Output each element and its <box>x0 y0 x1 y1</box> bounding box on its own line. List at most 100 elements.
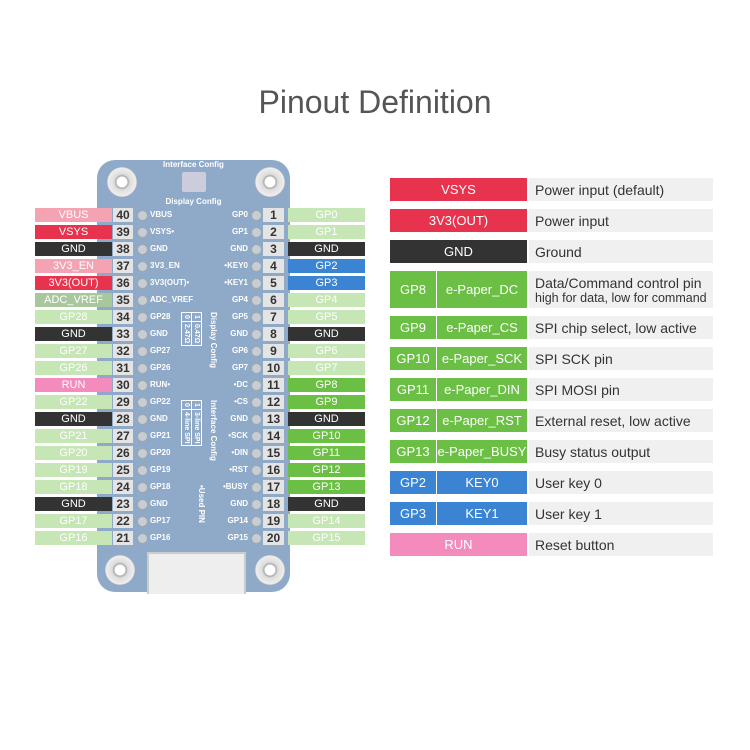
board-silk-label: GP5 <box>231 312 248 321</box>
pin-pad <box>137 499 148 510</box>
pin-number: 20 <box>263 531 284 545</box>
cell: 3-line SPI <box>192 408 201 446</box>
pin-pad <box>251 278 262 289</box>
board-silk-label: GND <box>230 499 248 508</box>
board-silk-label: •RST <box>229 465 248 474</box>
legend-pin: 3V3(OUT) <box>390 209 527 232</box>
board-silk-label: GP6 <box>231 346 248 355</box>
pin-number: 3 <box>263 242 284 256</box>
pin-pad <box>137 380 148 391</box>
pin-number: 8 <box>263 327 284 341</box>
legend-function: e-Paper_SCK <box>437 347 527 370</box>
board-silk-label: 3V3(OUT)• <box>150 278 190 287</box>
board-silk-label: •KEY0 <box>224 261 248 270</box>
board-silk-label: GP27 <box>150 346 171 355</box>
legend-row: GP8 e-Paper_DC Data/Command control pin hig… <box>390 271 713 308</box>
pin-label: GND <box>288 242 365 256</box>
pin-label: GND <box>35 412 112 426</box>
legend-description-cell: Busy status output <box>529 440 713 463</box>
pin-pad <box>137 516 148 527</box>
legend-function: e-Paper_DIN <box>437 378 527 401</box>
pin-pad <box>251 482 262 493</box>
board-silk-label: GP22 <box>150 397 171 406</box>
pin-pad <box>137 312 148 323</box>
board-silk-label: GP28 <box>150 312 171 321</box>
legend-pin: GP2 <box>390 471 436 494</box>
legend-description: SPI MOSI pin <box>535 381 620 398</box>
mounting-hole <box>107 167 137 197</box>
board-silk-label: •BUSY <box>222 482 248 491</box>
pin-pad <box>137 329 148 340</box>
cell: 1 <box>193 403 200 407</box>
pin-label: 3V3(OUT) <box>35 276 112 290</box>
pin-pad <box>137 261 148 272</box>
legend-description: SPI chip select, low active <box>535 319 697 336</box>
cell: 0 <box>183 315 190 319</box>
pin-label: GP2 <box>288 259 365 273</box>
board-silk-label: •KEY1 <box>224 278 248 287</box>
pin-number: 34 <box>113 310 133 324</box>
pin-number: 33 <box>113 327 133 341</box>
pin-pad <box>251 414 262 425</box>
legend-pin: RUN <box>390 533 527 556</box>
pin-number: 38 <box>113 242 133 256</box>
pin-pad <box>251 210 262 221</box>
pin-number: 13 <box>263 412 284 426</box>
interface-config-table: 1 3-line SPI 0 4-line SPI <box>181 400 202 447</box>
pin-label: GND <box>288 412 365 426</box>
board-silk-label: GP1 <box>231 227 248 236</box>
board-silk-label: GP17 <box>150 516 171 525</box>
pin-number: 31 <box>113 361 133 375</box>
board-silk-label: GND <box>150 329 168 338</box>
pin-label: GP13 <box>288 480 365 494</box>
mounting-hole <box>255 555 285 585</box>
legend-description-cell: Power input (default) <box>529 178 713 201</box>
board-silk-label: •SCK <box>228 431 248 440</box>
fpc-connector <box>147 552 246 594</box>
legend-description: User key 1 <box>535 505 602 522</box>
legend-description-cell: Ground <box>529 240 713 263</box>
pin-pad <box>251 346 262 357</box>
config-switch[interactable] <box>182 172 206 192</box>
legend-pin: GP9 <box>390 316 436 339</box>
pin-pad <box>251 312 262 323</box>
legend-row: VSYS Power input (default) <box>390 178 713 201</box>
pin-number: 19 <box>263 514 284 528</box>
legend-pin: GP13 <box>390 440 436 463</box>
pin-label: GP1 <box>288 225 365 239</box>
pin-pad <box>137 448 148 459</box>
pin-number: 21 <box>113 531 133 545</box>
board-silk-label: GP0 <box>231 210 248 219</box>
cell: 2.47Ω <box>182 320 191 345</box>
pin-number: 39 <box>113 225 133 239</box>
pin-pad <box>251 499 262 510</box>
board-silk-label: GP16 <box>150 533 171 542</box>
pin-label: GP8 <box>288 378 365 392</box>
pin-label: GP12 <box>288 463 365 477</box>
pin-number: 11 <box>263 378 284 392</box>
legend-description-cell: SPI chip select, low active <box>529 316 713 339</box>
pin-pad <box>137 465 148 476</box>
mounting-hole <box>255 167 285 197</box>
board-silk-label: 3V3_EN <box>150 261 180 270</box>
legend-description-cell: User key 1 <box>529 502 713 525</box>
pin-number: 22 <box>113 514 133 528</box>
pin-pad <box>251 363 262 374</box>
board-silk-label: GP26 <box>150 363 171 372</box>
legend-pin: GP11 <box>390 378 436 401</box>
pin-pad <box>251 397 262 408</box>
pin-label: GP26 <box>35 361 112 375</box>
pin-pad <box>137 295 148 306</box>
board-silk-label: RUN• <box>150 380 171 389</box>
legend-description: Busy status output <box>535 443 651 460</box>
pin-number: 16 <box>263 463 284 477</box>
legend-row: GP3 KEY1 User key 1 <box>390 502 713 525</box>
pin-number: 30 <box>113 378 133 392</box>
legend-row: GP11 e-Paper_DIN SPI MOSI pin <box>390 378 713 401</box>
pin-label: GP11 <box>288 446 365 460</box>
legend-row: GP13 e-Paper_BUSY Busy status output <box>390 440 713 463</box>
legend-function: KEY0 <box>437 471 527 494</box>
table-row: 1 3-line SPI <box>191 401 201 446</box>
pin-label: GP17 <box>35 514 112 528</box>
board-silk-label: GND <box>230 244 248 253</box>
